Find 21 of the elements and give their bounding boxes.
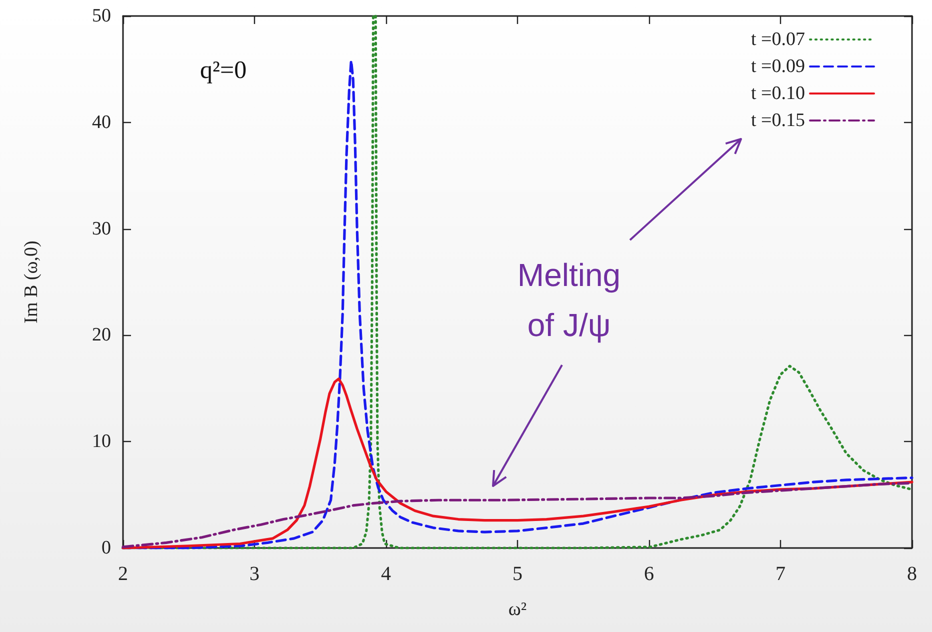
annotation: Melting of J/ψ: [516, 256, 622, 345]
y-tick-label: 20: [92, 324, 111, 346]
x-tick-label: 4: [381, 563, 391, 585]
y-tick-label: 40: [92, 112, 111, 133]
x-tick-label: 5: [512, 563, 522, 585]
annotation: q²=0: [200, 56, 247, 86]
y-axis-title: Im B (ω,0): [21, 240, 42, 324]
y-tick-label: 50: [92, 6, 111, 26]
x-tick-label: 2: [118, 563, 128, 585]
legend-label: t =0.09: [751, 56, 805, 77]
x-tick-label: 8: [907, 563, 917, 585]
y-tick-label: 10: [92, 431, 111, 452]
legend-label: t =0.15: [751, 110, 805, 131]
legend-label: t =0.10: [751, 83, 805, 104]
y-tick-label: 30: [92, 218, 111, 240]
legend-label: t =0.07: [751, 29, 805, 50]
x-tick-label: 6: [644, 563, 654, 585]
x-tick-label: 3: [250, 563, 260, 585]
x-axis-title: ω²: [508, 599, 527, 620]
x-tick-label: 7: [776, 563, 786, 585]
y-tick-label: 0: [102, 538, 111, 558]
